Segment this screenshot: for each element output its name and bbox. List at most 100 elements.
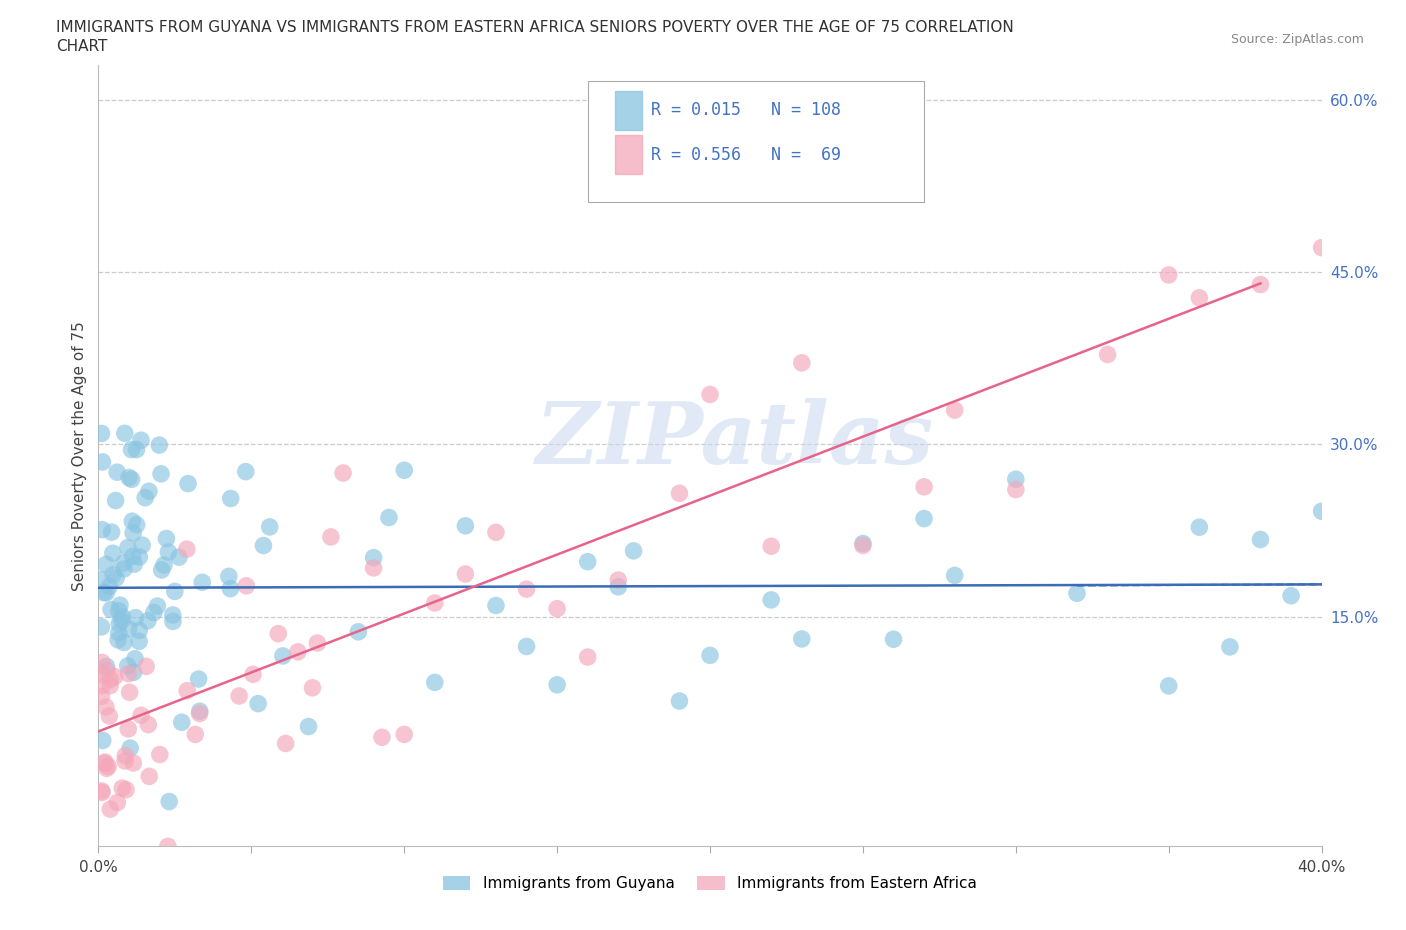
Point [191,575,214,590]
Point [112,556,135,571]
Point [247,697,270,711]
Point [96,663,118,678]
Point [259,520,281,535]
Point [105,570,128,585]
Point [91,655,114,670]
Point [91,678,114,693]
Point [759,592,782,607]
Point [912,479,935,494]
Point [347,624,370,639]
Point [176,541,198,556]
Point [363,551,385,565]
Point [91,785,114,800]
Point [371,730,394,745]
Point [107,625,129,640]
Point [392,727,416,742]
Point [105,795,128,810]
Point [124,610,146,625]
Text: Source: ZipAtlas.com: Source: ZipAtlas.com [1230,33,1364,46]
Point [90,689,112,704]
Point [1249,532,1271,547]
Point [423,675,446,690]
Point [668,694,690,709]
Point [114,753,136,768]
Point [118,470,141,485]
Point [91,455,114,470]
Point [136,614,159,629]
Point [516,639,538,654]
Text: R = 0.015   N = 108: R = 0.015 N = 108 [651,101,841,119]
Point [134,490,156,505]
Point [307,635,329,650]
Point [454,518,477,533]
Point [287,644,309,659]
Point [122,665,145,680]
Point [252,538,274,553]
FancyBboxPatch shape [588,81,924,202]
Point [128,623,150,638]
Point [108,598,131,613]
Point [1004,482,1026,497]
Point [114,748,136,763]
Point [98,802,121,817]
Point [219,581,242,596]
Point [98,579,121,594]
Point [90,619,112,634]
Point [267,626,290,641]
Point [184,727,207,742]
Point [138,484,160,498]
Point [120,740,142,755]
Point [1097,347,1119,362]
Point [101,567,124,582]
Point [104,670,127,684]
Point [125,442,148,457]
Point [117,722,139,737]
Point [128,550,150,565]
Point [96,761,118,776]
Point [111,780,134,795]
Point [122,557,145,572]
Text: CHART: CHART [56,39,108,54]
Point [112,562,135,577]
Point [101,546,124,561]
Point [699,648,721,663]
Point [156,839,179,854]
Point [90,667,112,682]
Bar [614,136,641,175]
Point [301,681,323,696]
Point [1249,277,1271,292]
Point [883,631,905,646]
Point [485,598,508,613]
Point [852,536,875,551]
Point [138,769,160,784]
Point [485,525,508,539]
Point [124,651,146,666]
Point [576,554,599,569]
Point [98,709,121,724]
Point [146,599,169,614]
Point [122,755,145,770]
Point [177,476,200,491]
Point [1310,504,1333,519]
Point [790,355,813,370]
Point [332,466,354,481]
Point [131,538,153,552]
Point [110,613,132,628]
Point [150,563,173,578]
Point [423,595,446,610]
Point [623,543,645,558]
Point [129,708,152,723]
Point [128,634,150,649]
Point [153,558,176,573]
Point [668,485,690,500]
Point [96,557,118,572]
Point [104,493,127,508]
Point [114,426,136,441]
Point [90,572,112,587]
Point [170,715,193,730]
Point [129,432,152,447]
Point [111,609,134,624]
Point [242,667,264,682]
Point [546,677,568,692]
Point [912,512,935,526]
